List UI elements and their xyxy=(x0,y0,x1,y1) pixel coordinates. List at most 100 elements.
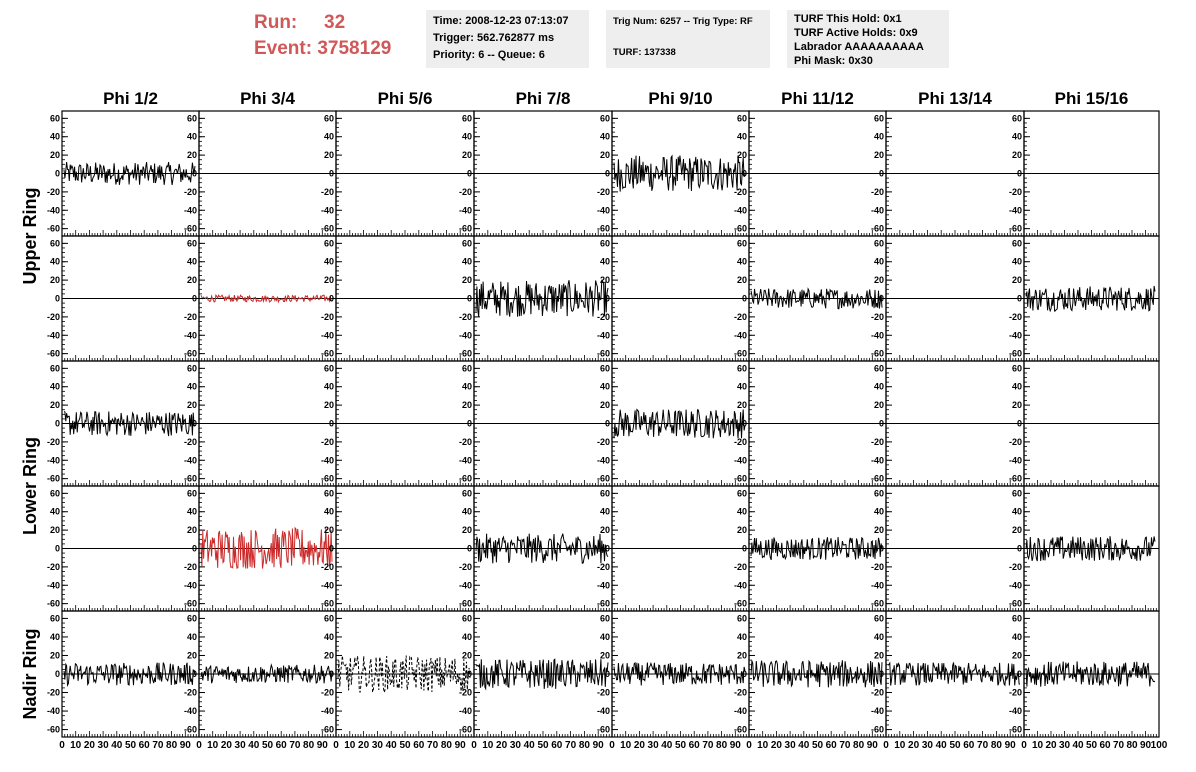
y-tick-label: -40 xyxy=(321,706,334,716)
y-tick-label: 20 xyxy=(324,150,334,160)
x-tick-label: 30 xyxy=(510,740,522,751)
y-tick-label: 20 xyxy=(462,525,472,535)
y-tick-label: 20 xyxy=(50,150,60,160)
y-tick-label: 60 xyxy=(600,363,610,373)
y-tick-label: 20 xyxy=(737,400,747,410)
y-tick-label: 40 xyxy=(600,507,610,517)
y-tick-label: -20 xyxy=(47,312,60,322)
y-tick-label: 60 xyxy=(324,238,334,248)
panel-r1-c5: 60 40 20 0 -20 -40 -60 xyxy=(597,110,750,237)
y-tick-label: 40 xyxy=(1012,257,1022,267)
x-tick-label: 30 xyxy=(235,740,247,751)
y-tick-label: -20 xyxy=(1009,437,1022,447)
y-tick-label: 40 xyxy=(1012,632,1022,642)
y-tick-label: 60 xyxy=(50,613,60,623)
y-tick-label: 40 xyxy=(1012,382,1022,392)
panel-r1-c7: 60 40 20 0 -20 -40 -60 xyxy=(871,110,1025,237)
panel-r1-c1: 60 40 20 0 -20 -40 -60 xyxy=(47,110,200,237)
panel-r1-c3: 60 40 20 0 -20 -40 -60 xyxy=(321,110,475,237)
y-tick-label: 60 xyxy=(50,363,60,373)
y-tick-label: -60 xyxy=(321,599,334,609)
event-row: Event: 3758129 xyxy=(254,36,391,62)
y-tick-label: -20 xyxy=(1009,312,1022,322)
y-tick-label: 60 xyxy=(874,238,884,248)
panel-r2-c1: 60 40 20 0 -20 -40 -60 xyxy=(47,235,200,362)
y-tick-label: 20 xyxy=(50,400,60,410)
y-tick-label: 0 xyxy=(329,419,334,429)
x-tick-label: 20 xyxy=(221,740,233,751)
waveform-trace xyxy=(750,536,883,561)
panel-r4-c2: 60 40 20 0 -20 -40 -60 xyxy=(184,485,337,612)
x-tick-label: 10 xyxy=(344,740,356,751)
y-tick-label: 60 xyxy=(737,113,747,123)
y-tick-label: 0 xyxy=(329,669,334,679)
waveform-trace xyxy=(475,279,609,317)
column-header-7: Phi 13/14 xyxy=(918,89,992,108)
x-tick-label: 10 xyxy=(70,740,82,751)
y-tick-label: -40 xyxy=(871,455,884,465)
y-tick-label: 60 xyxy=(1012,113,1022,123)
y-tick-label: 20 xyxy=(324,525,334,535)
x-tick-label: 50 xyxy=(399,740,411,751)
y-tick-label: 60 xyxy=(737,488,747,498)
y-tick-label: -20 xyxy=(47,437,60,447)
x-tick-label: 50 xyxy=(125,740,137,751)
y-tick-label: -60 xyxy=(184,474,197,484)
panel-r4-c8: 60 40 20 0 -20 -40 -60 xyxy=(1009,485,1160,612)
run-row: Run: 32 xyxy=(254,10,391,36)
y-tick-label: 20 xyxy=(737,275,747,285)
panel-r2-c3: 60 40 20 0 -20 -40 -60 xyxy=(321,235,475,362)
y-tick-label: 20 xyxy=(737,150,747,160)
panel-r1-c8: 60 40 20 0 -20 -40 -60 xyxy=(1009,110,1160,237)
y-tick-label: 60 xyxy=(324,488,334,498)
x-tick-label: 60 xyxy=(276,740,288,751)
panel-r5-c8: 60 40 20 0 -20 -40 -60 xyxy=(1009,610,1160,738)
x-tick-label: 0 xyxy=(883,740,889,751)
x-tick-label: 30 xyxy=(98,740,110,751)
y-tick-label: 60 xyxy=(1012,238,1022,248)
panel-r1-c4: 60 40 20 0 -20 -40 -60 xyxy=(459,110,613,237)
y-tick-label: -60 xyxy=(47,725,60,735)
x-tick-label: 90 xyxy=(317,740,329,751)
panel-r3-c1: 60 40 20 0 -20 -40 -60 xyxy=(47,360,200,487)
y-tick-label: -40 xyxy=(47,330,60,340)
y-tick-label: -60 xyxy=(184,224,197,234)
y-tick-label: 40 xyxy=(874,507,884,517)
x-tick-label: 40 xyxy=(248,740,260,751)
y-tick-label: 20 xyxy=(600,150,610,160)
y-tick-label: -20 xyxy=(184,688,197,698)
waveform-trace xyxy=(63,662,196,688)
x-tick-label: 90 xyxy=(180,740,192,751)
y-tick-label: -20 xyxy=(1009,562,1022,572)
y-tick-label: 40 xyxy=(737,507,747,517)
y-tick-label: 60 xyxy=(324,363,334,373)
x-tick-label: 80 xyxy=(579,740,591,751)
y-tick-label: -40 xyxy=(871,706,884,716)
x-tick-label: 20 xyxy=(634,740,646,751)
panel-r4-c6: 60 40 20 0 -20 -40 -60 xyxy=(734,485,887,612)
x-tick-label: 70 xyxy=(152,740,164,751)
y-tick-label: -40 xyxy=(459,706,472,716)
waveform-trace xyxy=(475,533,609,565)
x-tick-label: 60 xyxy=(689,740,701,751)
y-tick-label: -20 xyxy=(459,187,472,197)
x-tick-label: 10 xyxy=(894,740,906,751)
y-tick-label: -40 xyxy=(321,580,334,590)
y-tick-label: 40 xyxy=(324,507,334,517)
y-tick-label: 60 xyxy=(50,113,60,123)
x-tick-label: 40 xyxy=(661,740,673,751)
y-tick-label: -20 xyxy=(184,562,197,572)
y-tick-label: 40 xyxy=(462,632,472,642)
y-tick-label: 20 xyxy=(874,150,884,160)
y-tick-label: -40 xyxy=(321,330,334,340)
waveform-trace xyxy=(63,411,196,437)
y-tick-label: -40 xyxy=(734,580,747,590)
y-tick-label: 0 xyxy=(605,419,610,429)
y-tick-label: 0 xyxy=(742,419,747,429)
y-tick-label: -40 xyxy=(184,205,197,215)
y-tick-label: -20 xyxy=(321,688,334,698)
y-tick-label: -60 xyxy=(321,224,334,234)
y-tick-label: 20 xyxy=(187,525,197,535)
trigger-text: Trigger: 562.762877 ms xyxy=(433,32,555,44)
y-tick-label: -20 xyxy=(597,312,610,322)
